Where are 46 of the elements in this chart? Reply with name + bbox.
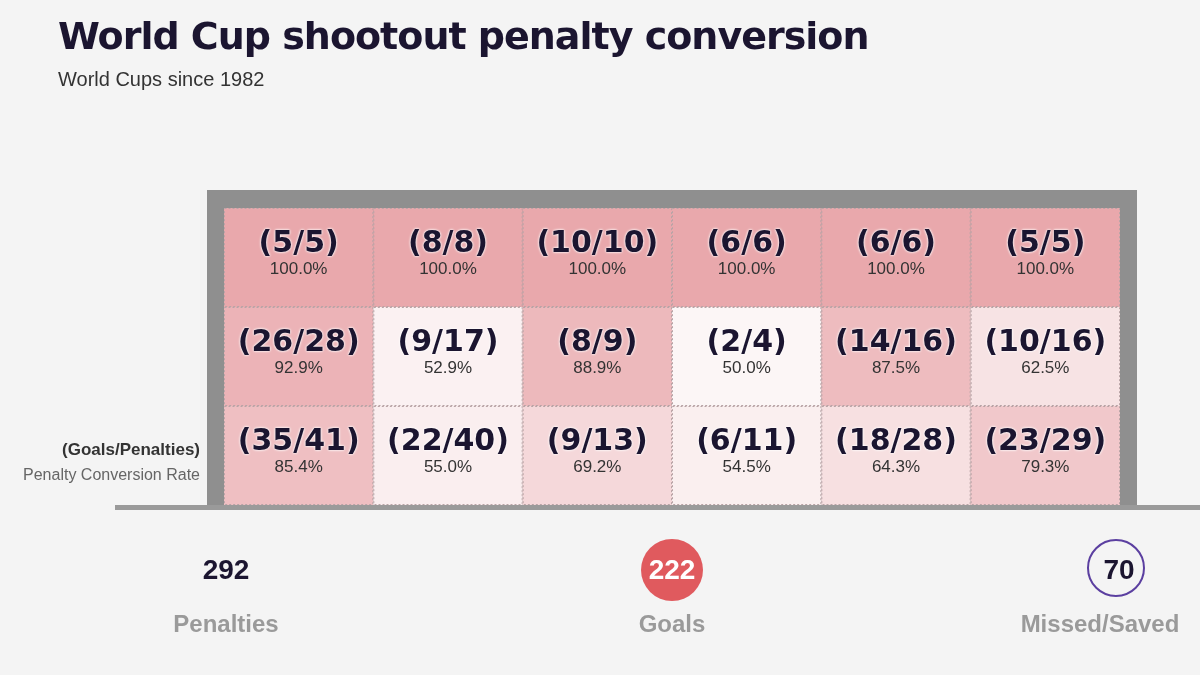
annotation: (14/16) — [835, 322, 957, 358]
data-label: 54.5% — [722, 456, 771, 476]
text: Missed/Saved — [1019, 610, 1181, 638]
annotation: (Goals/Penalties) — [61, 440, 200, 460]
annotation: (8/8) — [407, 223, 489, 259]
data-label: 100.0% — [1016, 258, 1075, 278]
annotation: (5/5) — [1005, 223, 1086, 259]
annotation: (6/6) — [855, 223, 937, 259]
data-label: 92.9% — [274, 357, 323, 377]
annotation: Penalty Conversion Rate — [22, 466, 200, 484]
text: 222 — [647, 554, 697, 586]
data-label: 64.3% — [871, 456, 921, 476]
annotation: (8/9) — [557, 322, 638, 358]
data-label: 50.0% — [722, 357, 771, 377]
annotation: (35/41) — [237, 421, 360, 457]
data-label: 100.0% — [717, 258, 776, 278]
annotation: (5/5) — [258, 223, 339, 259]
chart-title: World Cup shootout penalty conversion — [58, 14, 869, 58]
annotation: (9/13) — [546, 421, 648, 457]
annotation: (6/11) — [696, 421, 798, 457]
annotation: (9/17) — [397, 322, 499, 358]
annotation: (23/29) — [984, 421, 1107, 457]
data-label: 79.3% — [1021, 456, 1070, 476]
data-label: 62.5% — [1021, 357, 1070, 377]
text: Goals — [637, 610, 707, 638]
text: 292 — [201, 554, 251, 586]
annotation: (22/40) — [387, 421, 509, 457]
text: Penalties — [172, 610, 280, 638]
data-label: 100.0% — [419, 258, 477, 278]
data-label: 85.4% — [274, 456, 323, 476]
text: 70 — [1102, 554, 1136, 586]
annotation: (18/28) — [835, 421, 957, 457]
data-label: 69.2% — [573, 456, 622, 476]
data-label: 87.5% — [871, 357, 921, 377]
annotation: (10/16) — [984, 322, 1107, 358]
chart-subtitle: World Cups since 1982 — [58, 68, 265, 91]
annotation: (6/6) — [706, 223, 787, 259]
data-label: 88.9% — [573, 357, 622, 377]
data-label: 100.0% — [269, 258, 328, 278]
annotation: (10/10) — [536, 223, 659, 259]
annotation: (26/28) — [237, 322, 360, 358]
data-label: 100.0% — [867, 258, 925, 278]
annotation: (2/4) — [706, 322, 787, 358]
data-label: 100.0% — [568, 258, 627, 278]
data-label: 55.0% — [423, 456, 473, 476]
data-label: 52.9% — [423, 357, 473, 377]
